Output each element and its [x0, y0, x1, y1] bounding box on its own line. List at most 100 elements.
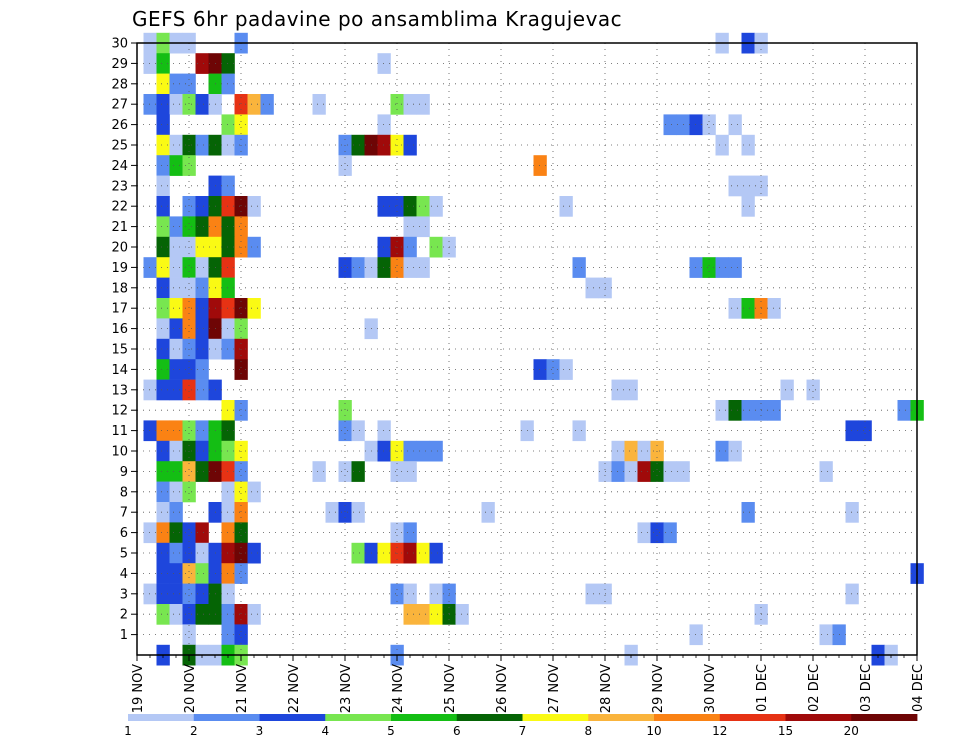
- y-tick-label: 20: [111, 241, 128, 256]
- heatmap-cell: [195, 196, 209, 217]
- y-tick-label: 3: [120, 587, 128, 602]
- heatmap-cell: [169, 338, 183, 360]
- heatmap-cell: [585, 277, 599, 299]
- heatmap-cell: [195, 583, 209, 605]
- colorbar-swatch: [654, 714, 721, 721]
- heatmap-cell: [156, 114, 170, 136]
- colorbar-label: 10: [646, 724, 661, 738]
- heatmap-cell: [156, 318, 170, 340]
- heatmap-cell: [741, 175, 755, 197]
- heatmap-cell: [533, 359, 547, 380]
- heatmap-cell: [351, 502, 365, 523]
- y-tick-label: 13: [111, 383, 128, 398]
- heatmap-cell: [195, 298, 209, 319]
- x-tick-label: 27 NOV: [547, 664, 562, 713]
- heatmap-cell: [741, 196, 755, 217]
- heatmap-cell: [221, 461, 235, 482]
- heatmap-cell: [169, 216, 183, 238]
- colorbar-label: 6: [453, 724, 461, 738]
- heatmap-cell: [767, 400, 781, 421]
- heatmap-cell: [806, 379, 820, 401]
- heatmap-cell: [182, 563, 196, 584]
- heatmap-cell: [741, 298, 755, 319]
- heatmap-cell: [169, 277, 183, 299]
- heatmap-cell: [195, 563, 209, 584]
- heatmap-cell: [819, 461, 833, 482]
- heatmap-cell: [221, 257, 235, 278]
- heatmap-cell: [169, 481, 183, 503]
- heatmap-cell: [221, 583, 235, 605]
- heatmap-cells: [143, 32, 924, 666]
- y-tick-label: 25: [111, 139, 128, 154]
- x-tick-label: 03 DEC: [859, 664, 874, 712]
- heatmap-cell: [403, 134, 417, 156]
- colorbar-label: 20: [844, 724, 859, 738]
- heatmap-cell: [182, 155, 196, 176]
- heatmap-cell: [351, 542, 365, 564]
- heatmap-cell: [182, 624, 196, 646]
- colorbar-label: 12: [712, 724, 727, 738]
- heatmap-cell: [377, 114, 391, 136]
- heatmap-cell: [169, 563, 183, 584]
- heatmap-cell: [715, 440, 729, 462]
- y-tick-label: 6: [120, 526, 128, 541]
- heatmap-cell: [403, 196, 417, 217]
- heatmap-cell: [221, 604, 235, 625]
- heatmap-cell: [182, 461, 196, 482]
- heatmap-cell: [663, 114, 677, 136]
- heatmap-cell: [169, 134, 183, 156]
- heatmap-cell: [221, 502, 235, 523]
- y-tick-label: 24: [111, 159, 128, 174]
- colorbar-label: 5: [387, 724, 395, 738]
- heatmap-cell: [156, 94, 170, 115]
- heatmap-cell: [429, 583, 443, 605]
- y-tick-label: 4: [120, 567, 128, 582]
- heatmap-cell: [195, 461, 209, 482]
- y-tick-label: 5: [120, 547, 128, 562]
- heatmap-cell: [572, 420, 586, 442]
- heatmap-cell: [143, 522, 157, 544]
- heatmap-cell: [234, 481, 248, 503]
- heatmap-cell: [351, 461, 365, 482]
- heatmap-cell: [182, 196, 196, 217]
- heatmap-cell: [416, 216, 430, 238]
- heatmap-cell: [338, 420, 352, 442]
- heatmap-cell: [195, 420, 209, 442]
- colorbar-swatch: [456, 714, 523, 721]
- y-tick-label: 29: [111, 57, 128, 72]
- heatmap-cell: [156, 277, 170, 299]
- heatmap-cell: [182, 257, 196, 278]
- heatmap-cell: [195, 216, 209, 238]
- heatmap-cell: [377, 236, 391, 258]
- heatmap-cell: [728, 114, 742, 136]
- heatmap-cell: [234, 216, 248, 238]
- y-tick-label: 15: [111, 343, 128, 358]
- heatmap-cell: [221, 298, 235, 319]
- heatmap-cell: [221, 114, 235, 136]
- heatmap-cell: [169, 583, 183, 605]
- heatmap-cell: [182, 379, 196, 401]
- heatmap-cell: [780, 379, 794, 401]
- heatmap-cell: [390, 196, 404, 217]
- heatmap-cell: [663, 522, 677, 544]
- heatmap-cell: [650, 522, 664, 544]
- heatmap-cell: [195, 236, 209, 258]
- heatmap-cell: [312, 94, 326, 115]
- heatmap-cell: [156, 298, 170, 319]
- heatmap-cell: [156, 542, 170, 564]
- heatmap-cell: [377, 440, 391, 462]
- heatmap-cell: [728, 440, 742, 462]
- heatmap-cell: [624, 440, 638, 462]
- colorbar-swatch: [325, 714, 392, 721]
- heatmap-cell: [897, 400, 911, 421]
- colorbar-swatch: [391, 714, 458, 721]
- heatmap-cell: [689, 257, 703, 278]
- y-tick-label: 9: [120, 465, 128, 480]
- colorbar-legend: 1 2 3 4 5 6 7 8 10 12 15 20: [124, 714, 918, 738]
- x-tick-label: 22 NOV: [287, 664, 302, 713]
- heatmap-cell: [156, 502, 170, 523]
- heatmap-cell: [650, 461, 664, 482]
- heatmap-cell: [351, 420, 365, 442]
- heatmap-cell: [169, 542, 183, 564]
